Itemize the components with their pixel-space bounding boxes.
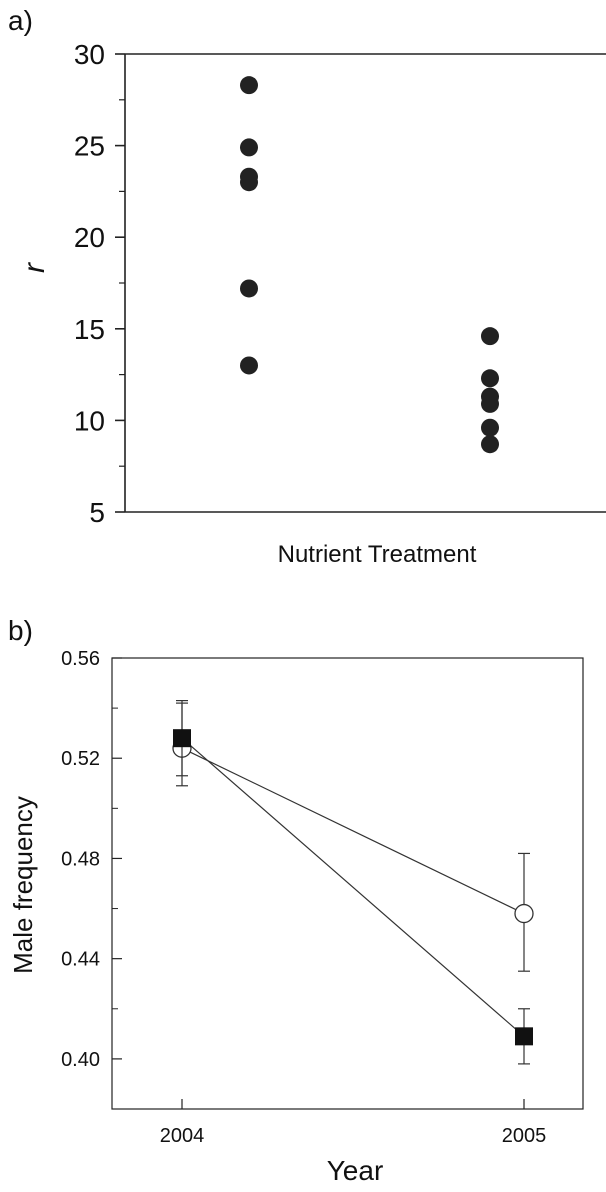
panel-a-y-axis-label: r <box>18 262 51 273</box>
panel-b-x-axis-label: Year <box>327 1155 384 1186</box>
panel-b-y-tick-label: 0.52 <box>61 748 100 770</box>
panel-a-data-point <box>240 356 258 375</box>
panel-b-y-tick-label: 0.56 <box>61 648 100 670</box>
panel-a-data-point <box>481 435 499 454</box>
panel-a: a) 5 10 15 20 25 30 r Nutrient Treatment <box>8 5 606 568</box>
panel-a-data-point <box>481 369 499 388</box>
panel-a-data-point <box>481 327 499 346</box>
panel-b-axis-ticks: 0.40 0.44 0.48 0.52 0.56 2004 2005 <box>61 648 546 1147</box>
panel-a-data-point <box>240 173 258 192</box>
panel-b-open-circle-point <box>514 903 534 924</box>
panel-b-filled-square-point <box>515 1027 533 1046</box>
panel-a-data-point <box>240 76 258 95</box>
panel-b-label: b) <box>8 615 33 646</box>
panel-b-x-tick-label: 2004 <box>160 1125 205 1147</box>
panel-a-y-ticks: 5 10 15 20 25 30 <box>74 39 125 528</box>
panel-a-y-tick-label: 30 <box>74 39 105 70</box>
panel-b-filled-square-point <box>173 729 191 748</box>
panel-b-y-tick-label: 0.44 <box>61 949 100 971</box>
panel-a-data-point <box>240 279 258 298</box>
panel-b-series-line <box>181 737 525 1037</box>
panel-a-y-tick-label: 5 <box>89 497 105 528</box>
panel-a-label: a) <box>8 5 33 36</box>
panel-a-x-axis-label: Nutrient Treatment <box>278 541 477 568</box>
panel-b-series-line <box>181 747 525 915</box>
panel-b-series <box>172 699 534 1065</box>
panel-b-y-axis-label: Male frequency <box>8 796 38 974</box>
panel-b-y-tick-label: 0.40 <box>61 1049 100 1071</box>
panel-b-x-tick-label: 2005 <box>502 1125 547 1147</box>
panel-b-y-tick-label: 0.48 <box>61 848 100 870</box>
panel-a-data-point <box>481 394 499 413</box>
panel-a-y-tick-label: 15 <box>74 314 105 345</box>
panel-b: b) 0.40 0.44 0.48 0.52 0.56 2004 2005 Male fre… <box>8 615 584 1186</box>
panel-b-plot-frame <box>111 657 584 1110</box>
panel-a-data-point <box>481 418 499 437</box>
panel-a-y-tick-label: 20 <box>74 222 105 253</box>
panel-a-data-point <box>240 138 258 157</box>
panel-a-y-tick-label: 25 <box>74 131 105 162</box>
panel-a-points <box>240 76 499 454</box>
panel-a-y-tick-label: 10 <box>74 405 105 436</box>
